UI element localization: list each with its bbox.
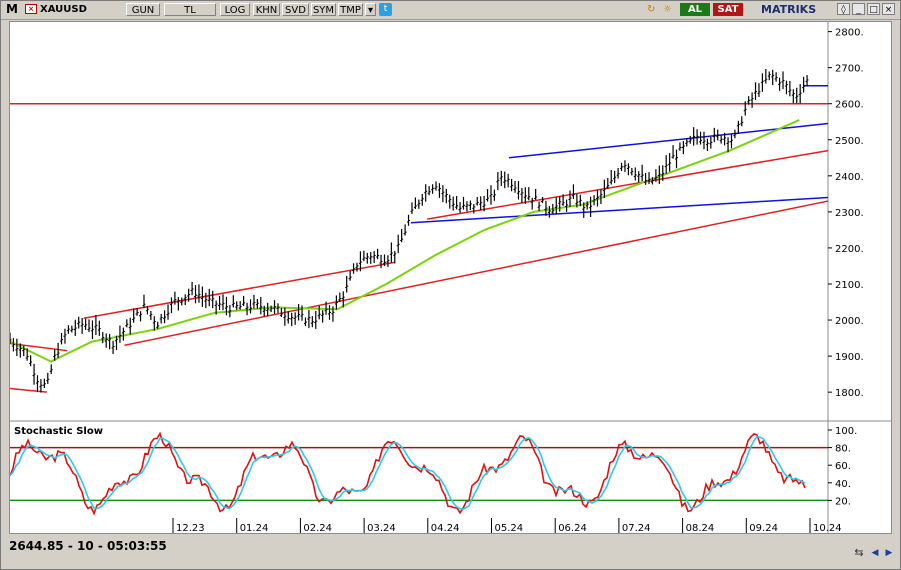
price-tick-label: 2500. <box>835 136 864 147</box>
status-readout: 2644.85 - 10 - 05:03:55 <box>9 539 167 553</box>
red-trend-line <box>124 200 829 347</box>
red-trend-line <box>83 261 395 319</box>
time-tick-label: 08.24 <box>686 523 715 533</box>
price-tick-label: 2300. <box>835 208 864 219</box>
price-tick-label: 2700. <box>835 64 864 75</box>
blue-trend-line <box>410 196 829 224</box>
refresh-icon[interactable]: ↻ <box>647 4 656 15</box>
price-tick-label: 2100. <box>835 280 864 291</box>
close-icon[interactable]: × <box>25 4 37 14</box>
scroll-right-icon[interactable]: ▶ <box>885 548 893 558</box>
price-chart-svg[interactable]: 1800. 1900. 2000. 2100. 2200. 2300. 2400. 2500.… <box>8 22 891 534</box>
close-window-icon[interactable]: × <box>882 3 895 15</box>
maximize-icon[interactable]: □ <box>867 3 880 15</box>
oscillator-title: Stochastic Slow <box>14 426 103 437</box>
stochastic-k-line <box>9 431 806 516</box>
chart-area[interactable]: 1800. 1900. 2000. 2100. 2200. 2300. 2400. 2500.… <box>8 21 892 534</box>
scroll-left-icon[interactable]: ◀ <box>871 548 879 558</box>
price-tick-label: 1900. <box>835 352 864 363</box>
osc-tick-label: 20. <box>835 496 851 507</box>
svd-button[interactable]: SVD <box>282 3 309 16</box>
log-button[interactable]: LOG <box>220 3 250 16</box>
price-tick-label: 1800. <box>835 388 864 399</box>
time-tick-label: 07.24 <box>622 523 651 533</box>
minimize-icon[interactable]: _ <box>852 3 865 15</box>
time-tick-label: 12.23 <box>176 523 205 533</box>
chart-toolbar: M × XAUUSD GUN TL LOG KHN SVD SYM TMP ▾ t… <box>1 1 900 20</box>
time-tick-label: 09.24 <box>749 523 778 533</box>
time-tick-label: 06.24 <box>558 523 587 533</box>
buy-button[interactable]: AL <box>680 3 710 16</box>
osc-tick-label: 60. <box>835 461 851 472</box>
menu-icon[interactable]: ◊ <box>837 3 850 15</box>
app-icon[interactable]: M <box>6 2 18 16</box>
sell-button[interactable]: SAT <box>713 3 743 16</box>
alarm-icon[interactable]: ☼ <box>663 4 672 15</box>
tl-button[interactable]: TL <box>164 3 216 16</box>
price-tick-label: 2600. <box>835 100 864 111</box>
price-tick-label: 2400. <box>835 172 864 183</box>
scroll-sync-icon[interactable]: ⇆ <box>854 546 864 559</box>
tmp-button[interactable]: TMP <box>338 3 363 16</box>
red-trend-line <box>427 149 829 220</box>
price-tick-label: 2800. <box>835 28 864 39</box>
blue-trend-line <box>508 122 829 159</box>
price-tick-label: 2000. <box>835 316 864 327</box>
khn-button[interactable]: KHN <box>253 3 280 16</box>
time-tick-label: 04.24 <box>431 523 460 533</box>
twitter-icon[interactable]: t <box>379 3 392 16</box>
symbol-label[interactable]: × XAUUSD <box>25 3 123 16</box>
sym-button[interactable]: SYM <box>311 3 336 16</box>
time-tick-label: 02.24 <box>303 523 332 533</box>
time-tick-label: 10.24 <box>813 523 842 533</box>
price-tick-label: 2200. <box>835 244 864 255</box>
osc-tick-label: 100. <box>835 426 857 437</box>
gun-button[interactable]: GUN <box>126 3 160 16</box>
moving-average-line <box>9 119 800 363</box>
stochastic-d-line <box>9 435 806 511</box>
time-tick-label: 01.24 <box>240 523 269 533</box>
brand-logo: MATRIKS <box>761 3 817 16</box>
time-tick-label: 03.24 <box>367 523 396 533</box>
symbol-text: XAUUSD <box>40 4 87 15</box>
time-tick-label: 05.24 <box>495 523 524 533</box>
osc-tick-label: 40. <box>835 479 851 490</box>
chevron-down-icon[interactable]: ▾ <box>365 3 376 16</box>
osc-tick-label: 80. <box>835 444 851 455</box>
